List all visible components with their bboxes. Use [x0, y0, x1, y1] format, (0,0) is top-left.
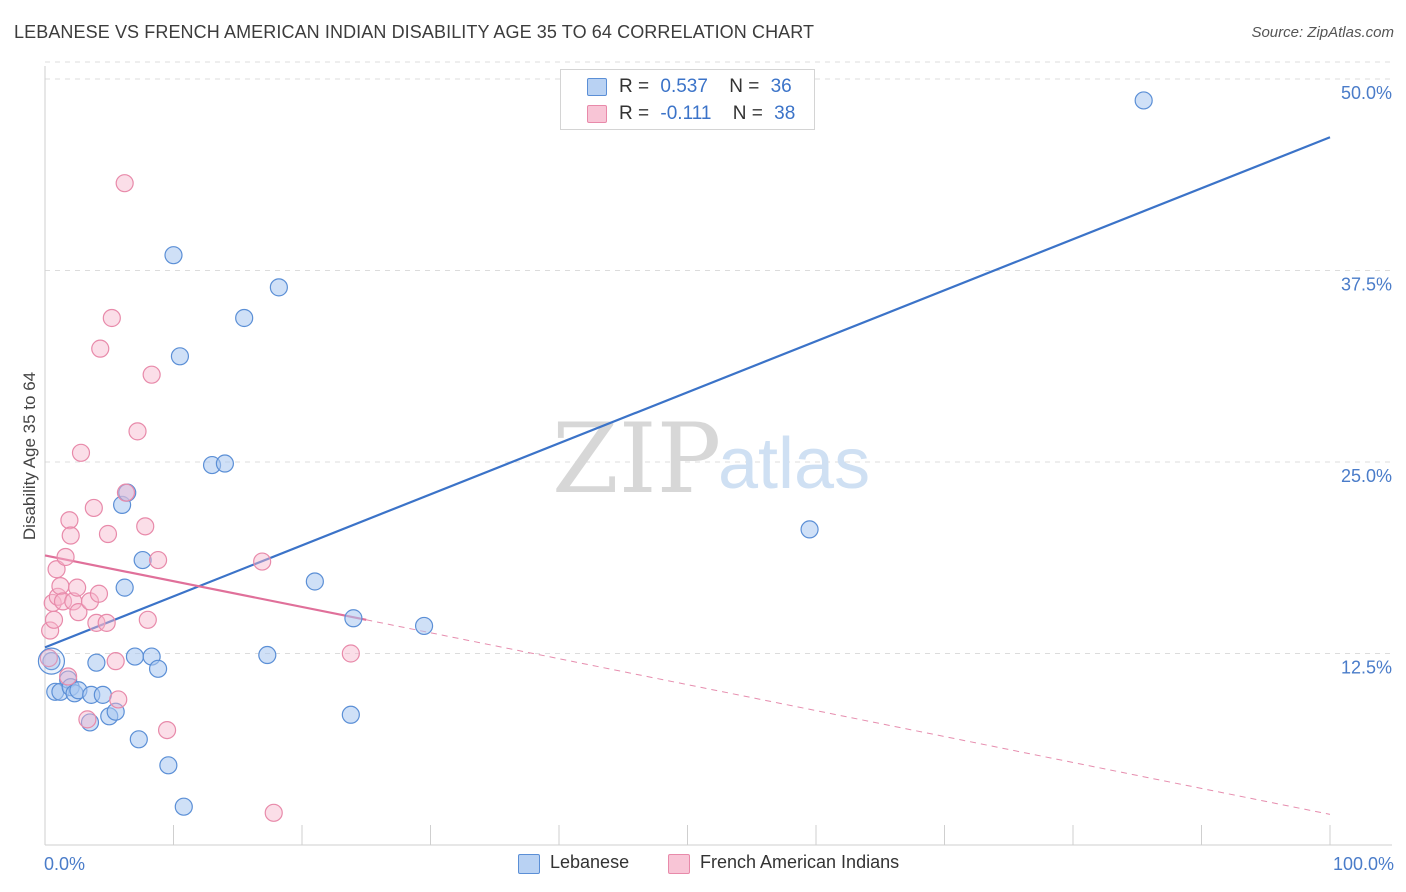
point-french-american-indians: [97, 613, 116, 632]
n-value-french-american-indians: 38: [774, 103, 796, 124]
point-french-american-indians: [44, 610, 64, 629]
point-french-american-indians: [148, 550, 168, 570]
point-lebanese: [215, 454, 234, 473]
point-lebanese: [170, 347, 190, 366]
watermark-zip: ZIP: [552, 403, 721, 515]
point-french-american-indians: [136, 517, 155, 536]
point-french-american-indians: [68, 578, 87, 597]
y-tick-label: 50.0%: [1341, 83, 1392, 103]
point-lebanese: [133, 550, 152, 570]
point-french-american-indians: [51, 576, 70, 596]
point-french-american-indians: [56, 547, 75, 567]
point-lebanese: [305, 572, 324, 591]
point-french-american-indians: [138, 610, 157, 629]
x-tick-label-min: 0.0%: [44, 854, 85, 874]
point-french-american-indians: [41, 621, 60, 640]
point-french-american-indians: [157, 720, 177, 740]
point-french-american-indians: [78, 710, 97, 729]
point-lebanese: [800, 520, 819, 539]
point-lebanese: [344, 609, 363, 628]
grid-lines: [45, 61, 1392, 654]
x-tick-label-max: 100.0%: [1333, 854, 1394, 874]
point-french-american-indians: [264, 803, 283, 822]
point-french-american-indians: [39, 648, 58, 668]
point-lebanese: [93, 685, 112, 704]
point-lebanese: [159, 756, 178, 775]
point-french-american-indians: [116, 483, 136, 502]
watermark-atlas: atlas: [718, 424, 870, 504]
r-value-lebanese: 0.537: [660, 76, 708, 97]
trendline-french-american-indians: [44, 554, 367, 621]
point-french-american-indians: [91, 339, 110, 358]
point-lebanese: [164, 246, 183, 265]
point-lebanese-cluster: [37, 647, 66, 675]
trendline-french-american-indians-extension: [366, 619, 1331, 815]
point-french-american-indians: [60, 511, 79, 530]
r-label: R =: [619, 103, 650, 124]
point-lebanese: [341, 705, 360, 724]
lebanese-swatch: [518, 854, 540, 874]
legend-label-french-american-indians: French American Indians: [700, 852, 900, 872]
point-french-american-indians: [53, 592, 73, 611]
point-french-american-indians: [341, 644, 360, 663]
point-french-american-indians: [47, 560, 66, 579]
point-french-american-indians: [89, 584, 109, 603]
french-american-indians-swatch: [668, 854, 690, 874]
point-french-american-indians: [84, 498, 103, 518]
point-french-american-indians: [71, 443, 91, 462]
point-french-american-indians: [128, 422, 147, 441]
point-french-american-indians: [102, 308, 121, 328]
point-french-american-indians: [87, 613, 106, 632]
french-american-indians-swatch: [587, 105, 607, 123]
n-value-lebanese: 36: [770, 76, 792, 97]
point-lebanese: [148, 659, 168, 678]
trend-lines: [44, 136, 1331, 815]
axes: [44, 66, 1392, 846]
r-label: R =: [619, 76, 650, 97]
point-lebanese: [87, 653, 106, 672]
source-label: Source: ZipAtlas.com: [1251, 24, 1394, 41]
y-tick-label: 25.0%: [1341, 466, 1392, 486]
point-french-american-indians: [69, 603, 88, 622]
watermark: ZIP atlas: [552, 403, 870, 515]
point-lebanese: [80, 713, 100, 732]
r-value-french-american-indians: -0.111: [660, 103, 712, 124]
point-french-american-indians: [115, 174, 134, 193]
point-lebanese: [414, 616, 434, 636]
point-french-american-indians: [106, 652, 125, 671]
point-french-american-indians: [61, 526, 80, 545]
point-lebanese: [125, 647, 145, 666]
trendline-lebanese: [44, 136, 1331, 649]
series-legend: Lebanese French American Indians: [0, 852, 1406, 878]
point-french-american-indians: [142, 365, 161, 384]
point-french-american-indians: [109, 690, 128, 709]
legend-label-lebanese: Lebanese: [550, 852, 630, 872]
y-tick-label: 12.5%: [1341, 658, 1392, 678]
point-lebanese: [235, 308, 254, 328]
chart-title: LEBANESE VS FRENCH AMERICAN INDIAN DISAB…: [14, 22, 815, 42]
point-lebanese: [115, 578, 134, 597]
point-lebanese: [42, 652, 61, 671]
tick-labels: 12.5% 25.0% 37.5% 50.0% 0.0% 100.0%: [44, 83, 1394, 874]
point-french-american-indians: [59, 667, 78, 686]
y-tick-label: 37.5%: [1341, 275, 1392, 295]
correlation-legend: R = 0.537 N = 36 R = -0.111 N = 38: [560, 69, 815, 130]
data-points: [37, 91, 1153, 822]
point-french-american-indians: [98, 524, 118, 544]
point-lebanese: [1134, 91, 1153, 110]
point-french-american-indians: [253, 552, 272, 571]
point-lebanese: [129, 730, 148, 749]
point-lebanese: [174, 797, 193, 816]
lebanese-swatch: [587, 78, 607, 96]
n-label: N =: [732, 103, 763, 124]
point-lebanese: [269, 278, 288, 297]
point-lebanese: [258, 645, 277, 665]
n-label: N =: [729, 76, 760, 97]
